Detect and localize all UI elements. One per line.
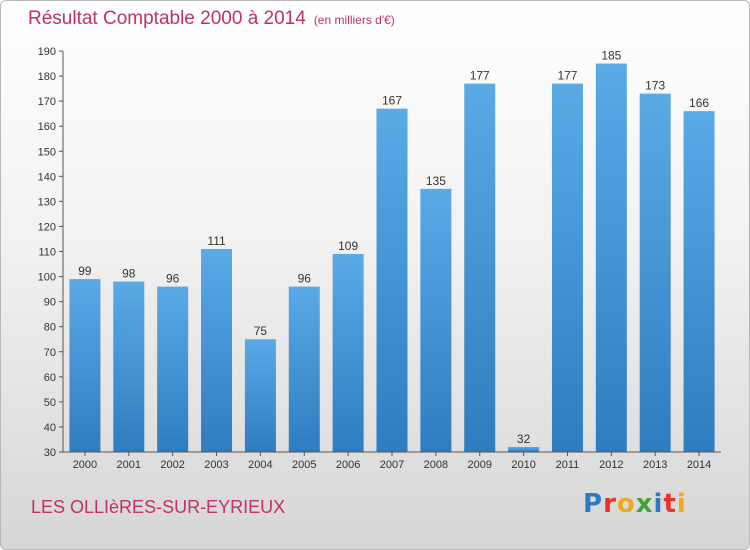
bar-2008	[420, 188, 452, 452]
y-tick-label: 80	[44, 322, 56, 334]
y-tick-label: 140	[38, 171, 56, 183]
y-tick-label: 130	[38, 196, 56, 208]
x-tick-label-2009: 2009	[467, 459, 491, 471]
bar-2009	[464, 83, 496, 453]
logo-letter: o	[616, 489, 636, 519]
y-tick-label: 180	[38, 71, 56, 83]
data-label-2003: 111	[207, 234, 226, 248]
data-label-2008: 135	[426, 174, 446, 188]
x-tick-label-2004: 2004	[248, 459, 272, 471]
y-tick-label: 50	[44, 397, 56, 409]
bar-2000	[69, 279, 101, 452]
bar-2002	[157, 286, 189, 452]
y-tick-label: 40	[44, 422, 56, 434]
data-label-2002: 96	[166, 272, 180, 286]
logo-letter: i	[676, 489, 687, 519]
data-label-2006: 109	[338, 239, 358, 253]
y-tick-label: 70	[44, 347, 56, 359]
data-label-2005: 96	[298, 272, 312, 286]
x-tick-label-2010: 2010	[511, 459, 535, 471]
logo-letter: t	[663, 489, 677, 519]
y-tick-label: 190	[38, 46, 56, 58]
x-tick-label-2003: 2003	[204, 459, 228, 471]
x-tick-label-2011: 2011	[556, 459, 580, 471]
x-axis: 2000 2001 2002 2003 2004 2005 2006 2007 2008 2009…	[63, 451, 721, 471]
bar-2007	[376, 108, 408, 453]
data-label-2001: 98	[122, 267, 136, 281]
logo-letter: x	[635, 489, 654, 519]
bar-2012	[595, 63, 627, 452]
x-tick-label-2014: 2014	[687, 459, 711, 471]
bar-2001	[113, 281, 145, 452]
x-tick-label-2008: 2008	[424, 459, 448, 471]
data-label-2004: 75	[254, 324, 268, 338]
y-tick-label: 100	[38, 272, 56, 284]
chart-subtitle: (en milliers d'€)	[313, 13, 395, 27]
data-label-2010: 32	[517, 432, 531, 446]
data-label-2012: 185	[601, 49, 621, 63]
data-label-2013: 173	[645, 79, 665, 93]
bar-2005	[288, 286, 320, 452]
y-axis: 30 40 50 60 70 80 90 100 110 120 130 140 150 160 170 18…	[38, 46, 64, 459]
y-tick-label: 30	[44, 447, 56, 459]
x-tick-label-2005: 2005	[292, 459, 316, 471]
chart-title-text: Résultat Comptable 2000 à 2014	[28, 8, 306, 29]
x-tick-label-2013: 2013	[643, 459, 667, 471]
bar-2010	[508, 446, 540, 452]
bar-2014	[683, 111, 715, 453]
y-tick-label: 150	[38, 146, 56, 158]
commune-name: LES OLLIèRES-SUR-EYRIEUX	[31, 497, 286, 517]
y-tick-label: 170	[38, 96, 56, 108]
y-tick-label: 90	[44, 297, 56, 309]
y-tick-label: 110	[38, 247, 56, 259]
bar-2011	[551, 83, 583, 453]
proxiti-logo[interactable]: Proxiti	[583, 489, 687, 519]
logo-letter: i	[653, 489, 664, 519]
x-tick-label-2012: 2012	[599, 459, 623, 471]
y-tick-label: 60	[44, 372, 56, 384]
x-tick-label-2000: 2000	[73, 459, 97, 471]
logo-letter: r	[603, 489, 617, 519]
bar-2003	[201, 248, 233, 452]
logo-letter: P	[583, 489, 604, 519]
bar-2013	[639, 93, 671, 452]
data-label-2000: 99	[78, 264, 92, 278]
bars: 99 98 96 111 75 96 109 167 135 177 32 177 185 173 166	[69, 49, 715, 453]
data-label-2011: 177	[557, 69, 577, 83]
bar-2006	[332, 254, 364, 452]
y-tick-label: 120	[38, 221, 56, 233]
x-tick-label-2006: 2006	[336, 459, 360, 471]
x-tick-label-2002: 2002	[160, 459, 184, 471]
y-tick-label: 160	[38, 121, 56, 133]
chart-title: Résultat Comptable 2000 à 2014 (en millie…	[28, 8, 395, 30]
data-label-2009: 177	[470, 69, 490, 83]
x-tick-label-2007: 2007	[380, 459, 404, 471]
data-label-2007: 167	[382, 94, 402, 108]
data-label-2014: 166	[689, 96, 709, 110]
x-tick-label-2001: 2001	[117, 459, 141, 471]
bar-2004	[244, 339, 276, 452]
